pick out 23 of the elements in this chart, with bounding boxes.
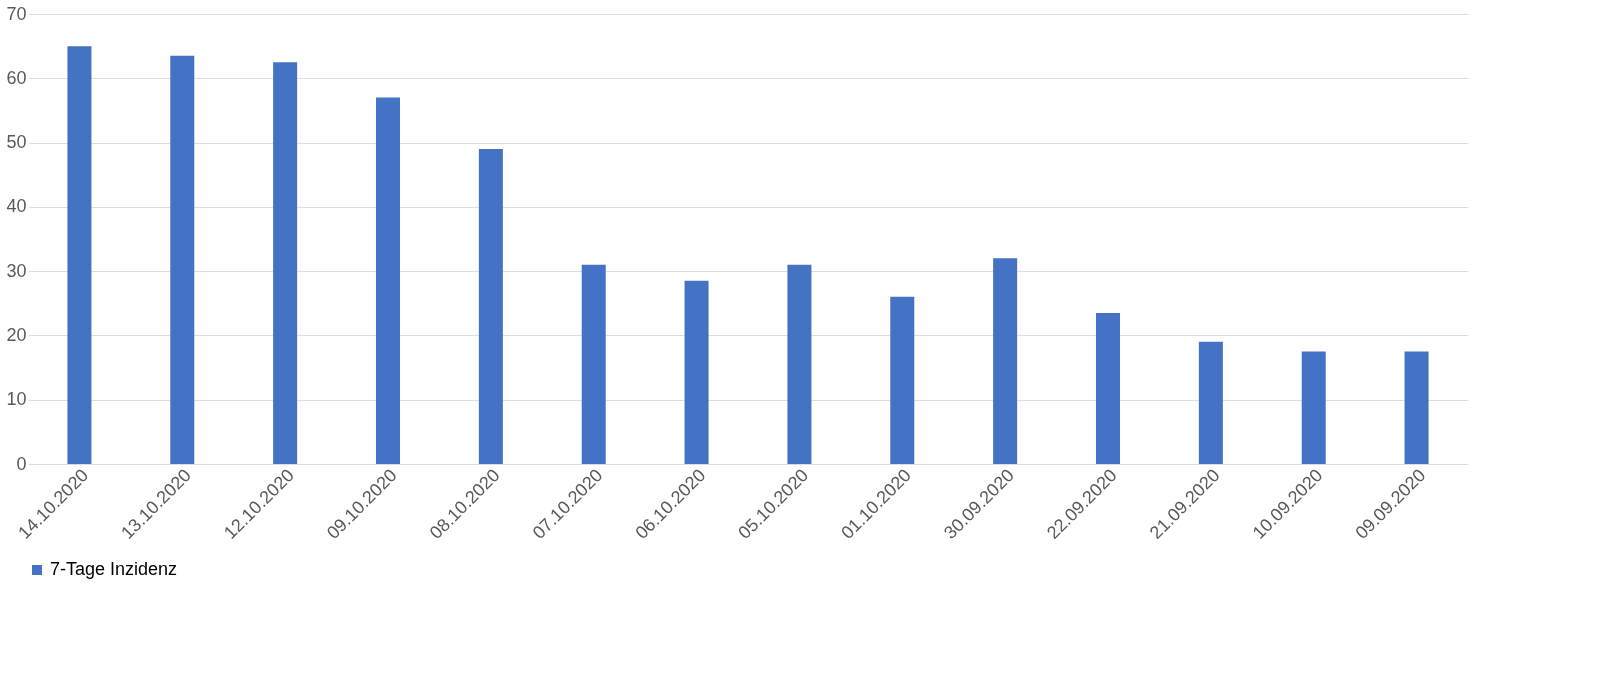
legend-label: 7-Tage Inzidenz <box>50 559 178 579</box>
bar <box>787 264 812 464</box>
y-tick-label: 0 <box>16 453 27 474</box>
bar <box>273 62 298 464</box>
y-tick-label: 10 <box>6 389 27 410</box>
bar <box>993 258 1018 464</box>
bar <box>1404 351 1429 464</box>
y-tick-label: 30 <box>6 260 27 281</box>
bar <box>1198 341 1223 464</box>
bar <box>1301 351 1326 464</box>
bar <box>1096 312 1120 464</box>
bar <box>890 296 915 464</box>
bar <box>684 280 709 464</box>
bar <box>170 55 195 464</box>
bar <box>581 264 606 464</box>
y-tick-label: 40 <box>6 196 27 217</box>
y-tick-label: 20 <box>6 324 27 345</box>
bar <box>478 149 503 464</box>
y-tick-label: 70 <box>6 3 27 24</box>
bar <box>376 97 400 464</box>
y-tick-label: 60 <box>6 67 27 88</box>
bar <box>67 46 92 464</box>
y-tick-label: 50 <box>6 132 27 153</box>
